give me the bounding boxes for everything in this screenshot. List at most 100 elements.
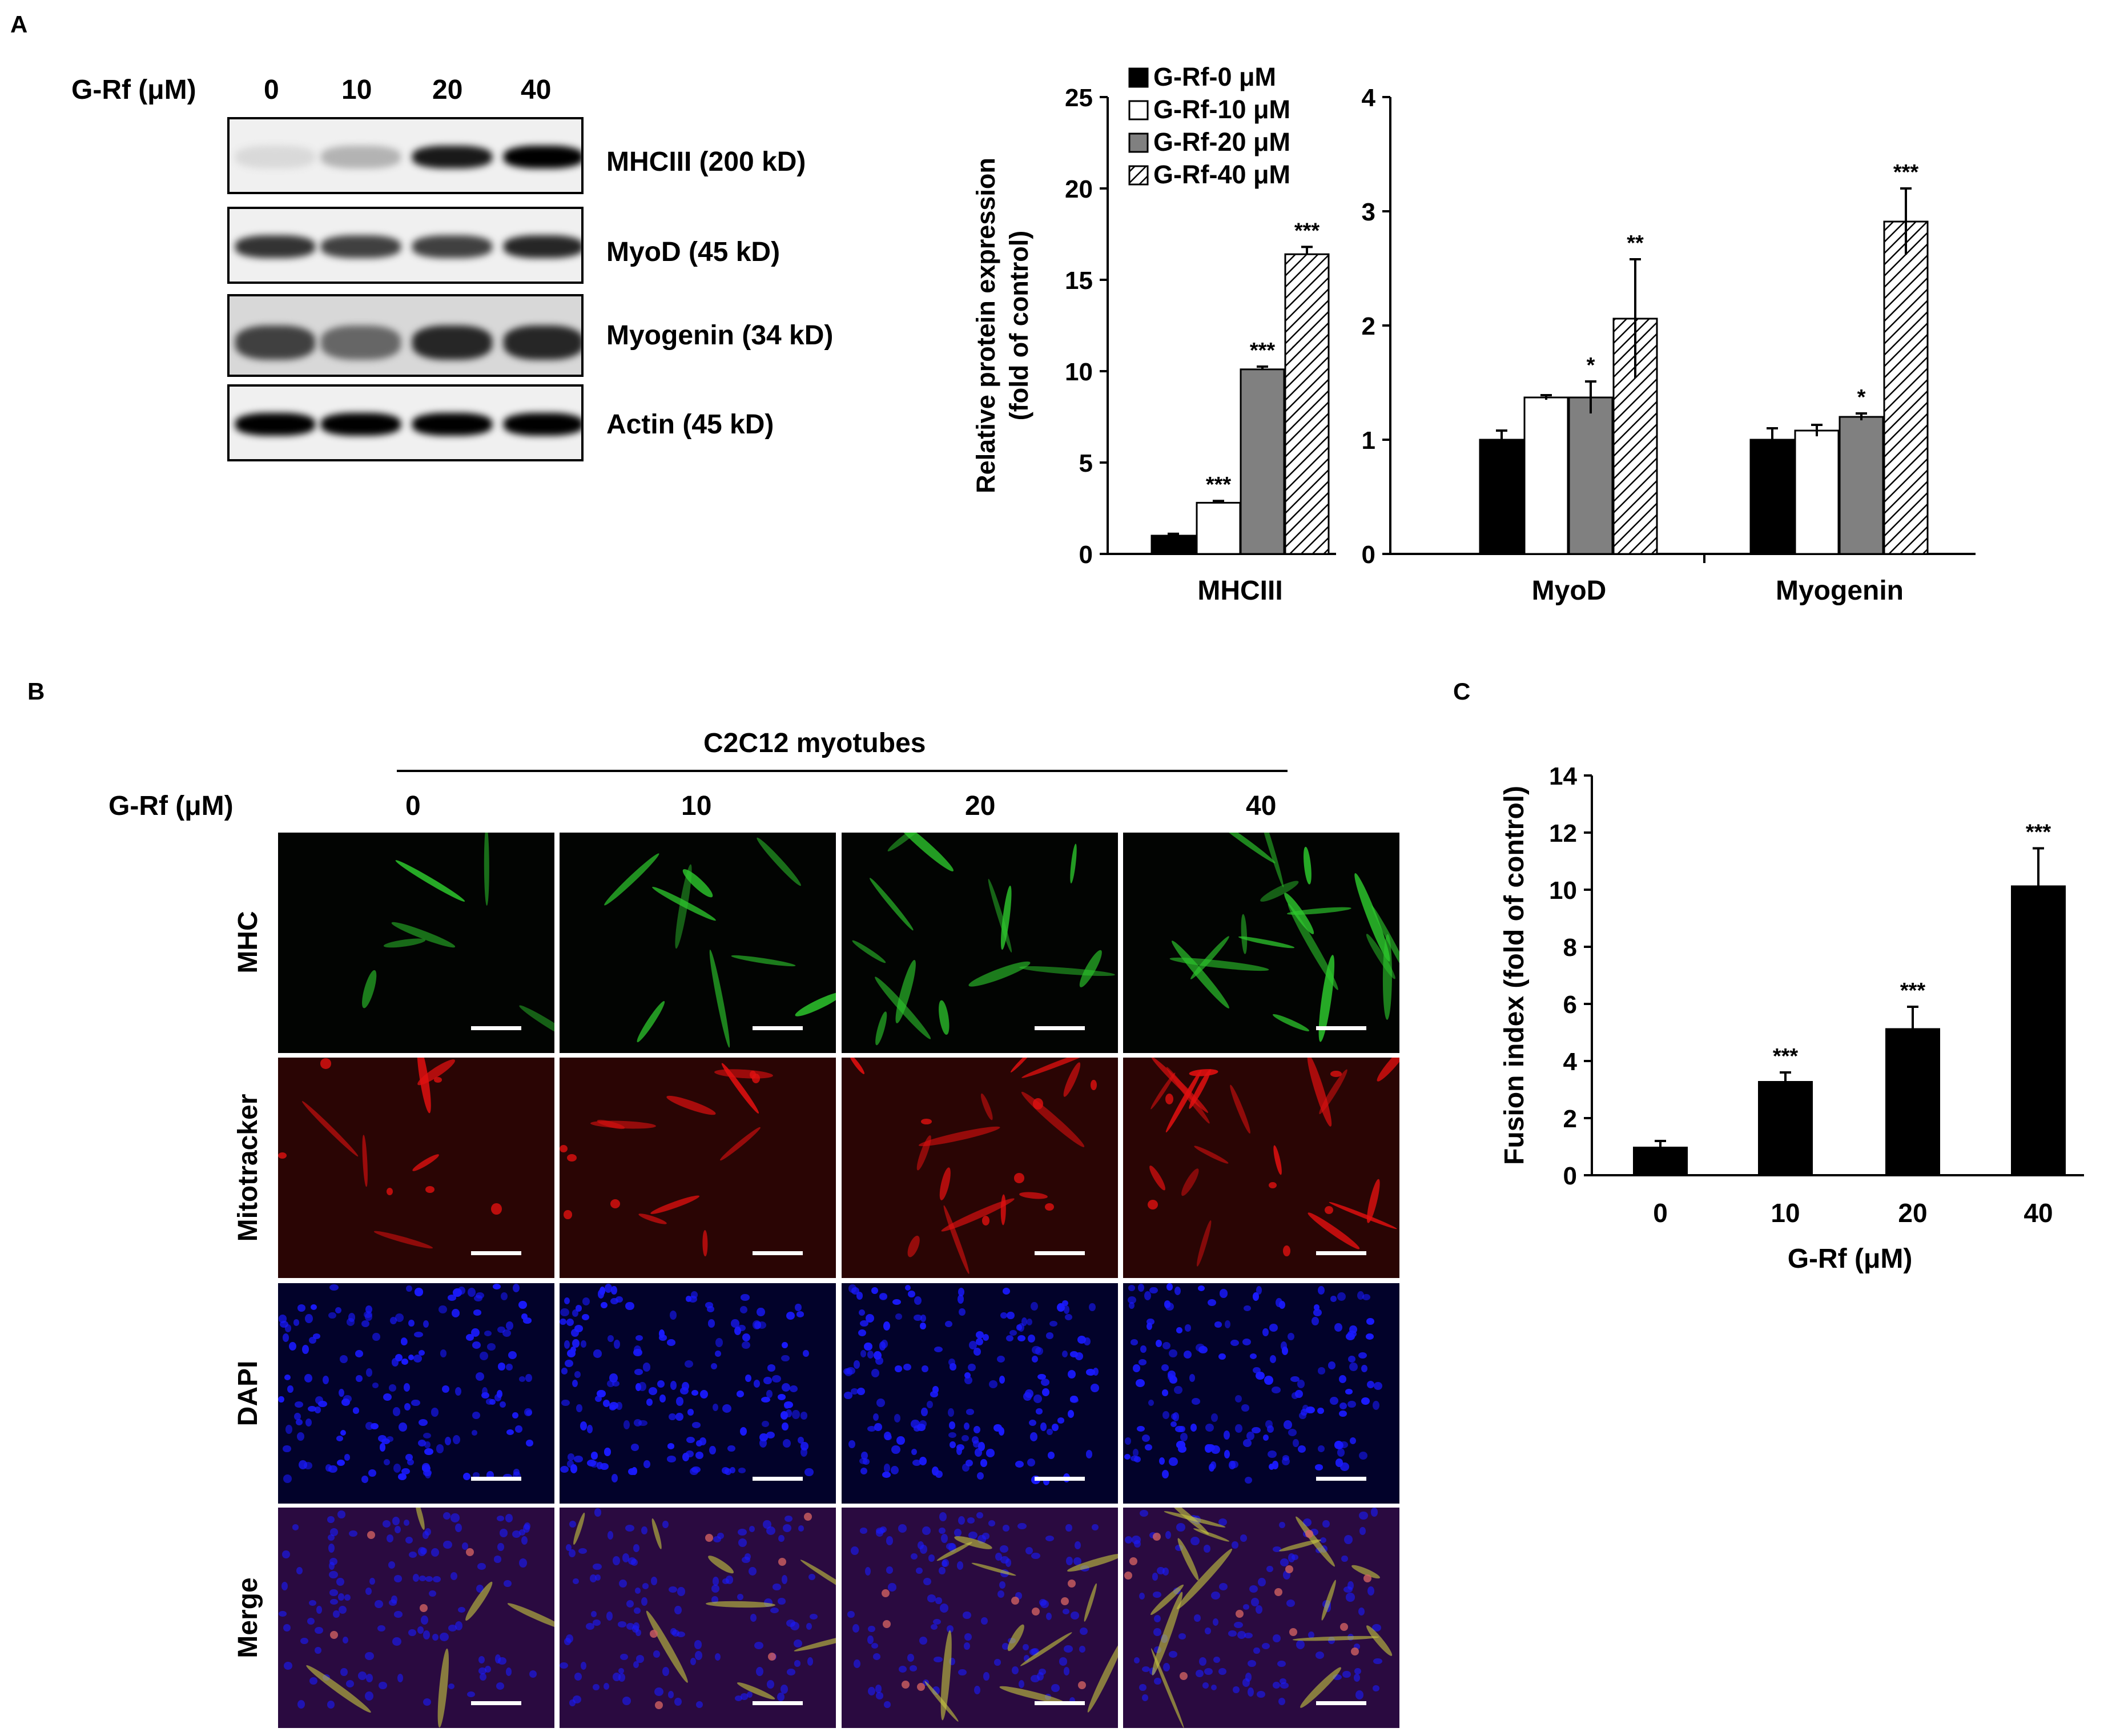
nucleus xyxy=(969,1341,977,1350)
nucleus xyxy=(746,1691,753,1698)
nucleus xyxy=(414,1331,424,1337)
nucleus xyxy=(444,1437,451,1446)
nucleus xyxy=(441,1385,449,1393)
nucleus xyxy=(611,1473,618,1482)
nucleus xyxy=(1272,1461,1279,1469)
nucleus xyxy=(561,1367,568,1375)
nucleus xyxy=(803,1349,810,1357)
nucleus xyxy=(980,1459,987,1467)
nucleus xyxy=(782,1438,791,1448)
nucleus xyxy=(1339,1403,1347,1409)
nucleus xyxy=(1198,1345,1208,1353)
nucleus xyxy=(1132,1449,1139,1457)
nucleus xyxy=(566,1634,573,1643)
nucleus xyxy=(278,1315,287,1323)
nucleus xyxy=(738,1467,746,1474)
nucleus xyxy=(604,1283,613,1293)
nucleus xyxy=(709,1445,716,1455)
nucleus xyxy=(933,1618,942,1625)
y-tick-label-left: 10 xyxy=(1065,358,1093,386)
nucleus xyxy=(328,1543,335,1553)
nucleus xyxy=(1367,1381,1375,1389)
nucleus xyxy=(911,1448,917,1455)
nucleus xyxy=(932,1386,939,1393)
nucleus xyxy=(495,1654,501,1664)
nucleus xyxy=(850,1388,858,1395)
nucleus xyxy=(406,1285,412,1292)
mitochondria-spot xyxy=(1165,1094,1174,1105)
legend-label-g-rf-20-m: G-Rf-20 μM xyxy=(1153,127,1290,156)
nucleus xyxy=(574,1455,583,1463)
nucleus xyxy=(431,1408,439,1417)
significance-mark: * xyxy=(1587,353,1595,377)
nucleus xyxy=(958,1516,965,1525)
nucleus xyxy=(1129,1302,1135,1309)
nucleus xyxy=(594,1574,601,1581)
nucleus xyxy=(1175,1545,1184,1552)
nucleus xyxy=(782,1341,788,1348)
nucleus xyxy=(1162,1568,1169,1576)
nucleus xyxy=(705,1302,713,1308)
nucleus xyxy=(1131,1339,1139,1345)
nucleus xyxy=(896,1436,905,1445)
nucleus xyxy=(1166,1283,1173,1291)
nucleus xyxy=(572,1380,578,1388)
nucleus xyxy=(418,1349,425,1356)
significance-mark: *** xyxy=(1250,339,1276,363)
nucleus xyxy=(958,1288,965,1297)
nucleus xyxy=(1308,1631,1314,1639)
nucleus xyxy=(1047,1451,1055,1459)
nucleus xyxy=(1049,1320,1058,1327)
band-label-myod: MyoD (45 kD) xyxy=(606,237,781,267)
nucleus xyxy=(1315,1651,1325,1659)
nucleus xyxy=(672,1630,680,1637)
nucleus xyxy=(508,1351,517,1360)
nucleus xyxy=(662,1667,669,1676)
y-tick-label-right: 2 xyxy=(1362,312,1375,340)
nucleus xyxy=(884,1701,891,1708)
nucleus xyxy=(300,1638,308,1645)
nucleus xyxy=(500,1292,508,1301)
header-divider xyxy=(397,770,1288,772)
nucleus xyxy=(1025,1546,1033,1554)
nucleus xyxy=(641,1526,647,1535)
nucleus xyxy=(506,1364,513,1371)
nucleus xyxy=(695,1451,703,1459)
nucleus xyxy=(481,1387,488,1396)
nucleus xyxy=(1057,1303,1065,1312)
nucleus xyxy=(386,1436,394,1442)
nucleus xyxy=(948,1359,955,1366)
merged-cell xyxy=(1363,1574,1371,1583)
nucleus xyxy=(432,1576,441,1582)
nucleus xyxy=(338,1593,344,1601)
y-tick-label-right: 4 xyxy=(1362,84,1376,112)
nucleus xyxy=(1161,1389,1169,1396)
mitochondria-spot xyxy=(1032,1098,1043,1110)
nucleus xyxy=(283,1624,291,1632)
merged-cell xyxy=(901,1680,910,1689)
nucleus xyxy=(403,1383,411,1392)
nucleus xyxy=(325,1464,332,1472)
nucleus xyxy=(964,1633,972,1641)
nucleus xyxy=(327,1516,335,1524)
nucleus xyxy=(1268,1464,1274,1470)
nucleus xyxy=(770,1607,779,1613)
nucleus xyxy=(589,1574,597,1583)
nucleus xyxy=(564,1359,574,1368)
nucleus xyxy=(1029,1432,1038,1441)
nucleus xyxy=(1015,1461,1024,1468)
nucleus xyxy=(462,1542,468,1550)
nucleus xyxy=(923,1578,932,1586)
nucleus xyxy=(919,1637,928,1645)
nucleus xyxy=(959,1308,966,1316)
nucleus xyxy=(1041,1388,1050,1396)
nucleus xyxy=(635,1335,643,1341)
bar-myod-g-rf-40-m xyxy=(1612,318,1658,555)
nucleus xyxy=(486,1343,496,1351)
nucleus xyxy=(1266,1425,1274,1433)
nucleus xyxy=(512,1412,518,1419)
nucleus xyxy=(1257,1577,1266,1587)
nucleus xyxy=(1252,1292,1260,1301)
merged-cell xyxy=(654,1701,663,1709)
nucleus xyxy=(1169,1651,1178,1658)
